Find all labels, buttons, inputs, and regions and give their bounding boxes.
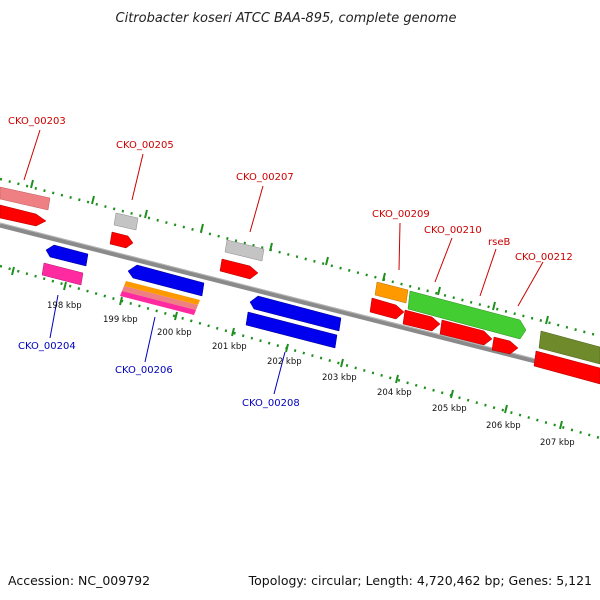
gene-cko-00205-cds[interactable] xyxy=(109,231,134,249)
gene-cko-00203-cds[interactable] xyxy=(0,204,47,227)
gene-cko-00210-cds[interactable] xyxy=(402,309,441,332)
gene-cko-00207[interactable] xyxy=(224,239,265,262)
gene-cko-00207-cds[interactable] xyxy=(219,258,259,280)
gene-label-cko-00207[interactable]: CKO_00207 xyxy=(236,172,294,183)
gene-cko-00209-cds[interactable] xyxy=(369,297,405,320)
position-label-198: 198 kbp xyxy=(47,301,82,311)
gene-label-cko-00210[interactable]: CKO_00210 xyxy=(424,225,482,236)
position-label-207: 207 kbp xyxy=(540,438,575,448)
gene-cko-00212-cds[interactable] xyxy=(491,336,519,355)
gene-cko-00204-b[interactable] xyxy=(41,262,84,286)
topology-text: Topology: circular; Length: 4,720,462 bp… xyxy=(248,573,592,588)
forward-gene-features xyxy=(0,186,600,385)
gene-label-cko-00205[interactable]: CKO_00205 xyxy=(116,140,174,151)
gene-cko-00203[interactable] xyxy=(0,186,51,211)
gene-label-cko-00209[interactable]: CKO_00209 xyxy=(372,209,430,220)
gene-cko-00205[interactable] xyxy=(113,212,139,231)
inner-ring-ticks xyxy=(11,266,563,430)
position-label-204: 204 kbp xyxy=(377,388,412,398)
gene-label-cko-00212[interactable]: CKO_00212 xyxy=(515,252,573,263)
gene-label-cko-00208[interactable]: CKO_00208 xyxy=(242,398,300,409)
accession-text: Accession: NC_009792 xyxy=(8,573,150,588)
gene-red-feature-right[interactable] xyxy=(533,350,600,385)
gene-label-cko-00206[interactable]: CKO_00206 xyxy=(115,365,173,376)
gene-cko-00208[interactable] xyxy=(249,295,342,332)
position-labels: 198 kbp 199 kbp 200 kbp 201 kbp 202 kbp … xyxy=(47,301,575,448)
gene-label-cko-00204[interactable]: CKO_00204 xyxy=(18,341,76,352)
position-label-202: 202 kbp xyxy=(267,357,302,367)
reverse-gene-features xyxy=(41,244,342,349)
reverse-gene-labels: CKO_00204 CKO_00206 CKO_00208 xyxy=(18,341,300,409)
position-label-205: 205 kbp xyxy=(432,404,467,414)
gene-cko-00208-b[interactable] xyxy=(245,311,338,349)
gene-label-cko-00203[interactable]: CKO_00203 xyxy=(8,116,66,127)
position-label-203: 203 kbp xyxy=(322,373,357,383)
gene-cko-00209[interactable] xyxy=(374,281,409,304)
label-connectors-reverse xyxy=(49,294,286,395)
gene-olive-feature[interactable] xyxy=(538,330,600,365)
outer-ring-ticks xyxy=(30,179,549,325)
position-label-200: 200 kbp xyxy=(157,328,192,338)
position-label-206: 206 kbp xyxy=(486,421,521,431)
gene-rseb-cds[interactable] xyxy=(439,319,493,346)
forward-gene-labels: CKO_00203 CKO_00205 CKO_00207 CKO_00209 … xyxy=(8,116,573,263)
gene-cko-00210[interactable] xyxy=(407,290,527,340)
gene-cko-00206-multi[interactable] xyxy=(120,281,200,315)
gene-label-rseb[interactable]: rseB xyxy=(488,237,510,248)
map-title: Citrobacter koseri ATCC BAA-895, complet… xyxy=(116,11,457,26)
gene-cko-00206[interactable] xyxy=(127,264,205,297)
position-label-201: 201 kbp xyxy=(212,342,247,352)
gene-cko-00204[interactable] xyxy=(45,244,89,267)
position-label-199: 199 kbp xyxy=(103,315,138,325)
label-connectors-forward xyxy=(23,129,544,307)
